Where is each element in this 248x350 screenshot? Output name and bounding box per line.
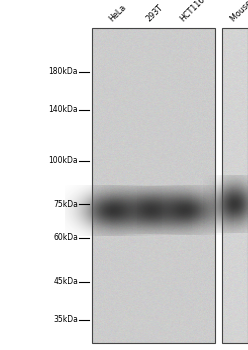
Text: HCT116: HCT116 xyxy=(179,0,207,24)
Bar xyxy=(92,28,215,343)
Text: 35kDa: 35kDa xyxy=(53,315,78,324)
Text: 293T: 293T xyxy=(144,3,165,24)
Text: 100kDa: 100kDa xyxy=(49,156,78,165)
Text: 45kDa: 45kDa xyxy=(53,277,78,286)
Bar xyxy=(222,28,248,343)
Text: 75kDa: 75kDa xyxy=(53,199,78,209)
Text: 180kDa: 180kDa xyxy=(49,67,78,76)
Text: 60kDa: 60kDa xyxy=(53,233,78,243)
Text: Mouse heart: Mouse heart xyxy=(229,0,248,24)
Text: 140kDa: 140kDa xyxy=(49,105,78,114)
Text: HeLa: HeLa xyxy=(107,3,128,24)
